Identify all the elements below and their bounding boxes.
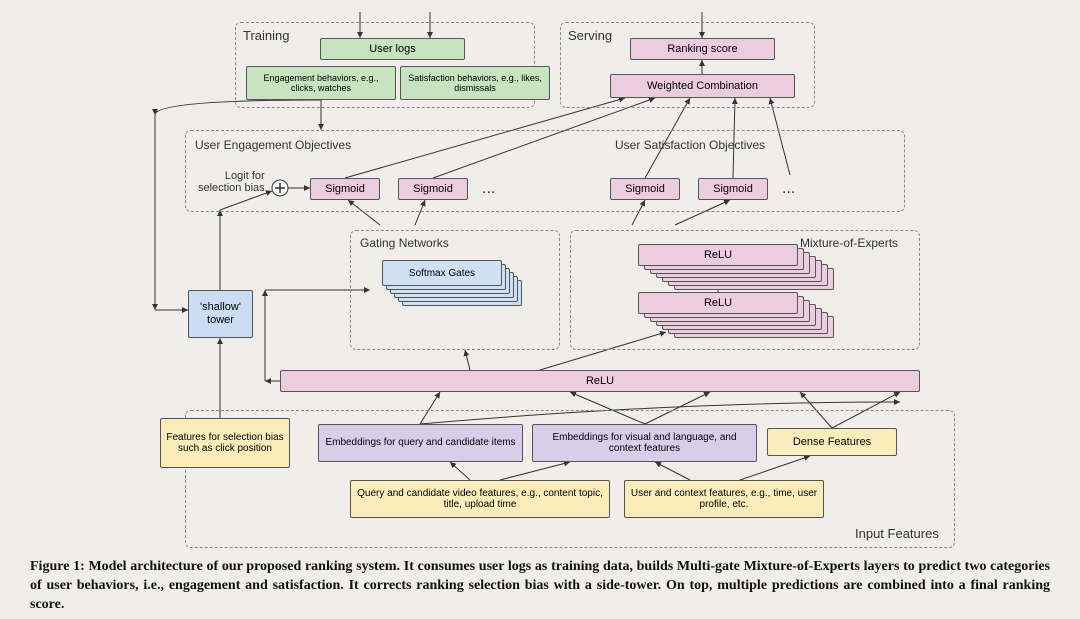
engagement-behaviors-box: Engagement behaviors, e.g., clicks, watc… xyxy=(246,66,396,100)
shared-relu-box: ReLU xyxy=(280,370,920,392)
group-gating-label: Gating Networks xyxy=(360,236,449,250)
label-satisfaction-objectives: User Satisfaction Objectives xyxy=(615,138,765,152)
label-ellipsis-2: ... xyxy=(782,180,795,198)
diagram-canvas: Training Serving User Engagement Objecti… xyxy=(70,10,1010,610)
label-engagement-objectives: User Engagement Objectives xyxy=(195,138,351,152)
label-logit-bias: Logit for selection bias xyxy=(198,170,265,194)
weighted-combination-box: Weighted Combination xyxy=(610,74,795,98)
query-video-features-box: Query and candidate video features, e.g.… xyxy=(350,480,610,518)
label-ellipsis-1: ... xyxy=(482,180,495,198)
softmax-gates-stack: Softmax Gates xyxy=(382,260,522,306)
visual-embeddings-box: Embeddings for visual and language, and … xyxy=(532,424,757,462)
sigmoid-box-2: Sigmoid xyxy=(398,178,468,200)
ranking-score-box: Ranking score xyxy=(630,38,775,60)
sigmoid-box-4: Sigmoid xyxy=(698,178,768,200)
query-embeddings-box: Embeddings for query and candidate items xyxy=(318,424,523,462)
selection-bias-features-box: Features for selection bias such as clic… xyxy=(160,418,290,468)
user-logs-box: User logs xyxy=(320,38,465,60)
user-context-features-box: User and context features, e.g., time, u… xyxy=(624,480,824,518)
sigmoid-box-1: Sigmoid xyxy=(310,178,380,200)
group-serving-label: Serving xyxy=(568,28,612,43)
group-features-label: Input Features xyxy=(855,526,939,541)
moe-relu-stack-top: ReLU xyxy=(638,244,834,290)
moe-relu-stack-bottom: ReLU xyxy=(638,292,834,338)
dense-features-box: Dense Features xyxy=(767,428,897,456)
satisfaction-behaviors-box: Satisfaction behaviors, e.g., likes, dis… xyxy=(400,66,550,100)
group-training-label: Training xyxy=(243,28,289,43)
shallow-tower-box: 'shallow' tower xyxy=(188,290,253,338)
figure-caption: Figure 1: Model architecture of our prop… xyxy=(30,558,1050,615)
sigmoid-box-3: Sigmoid xyxy=(610,178,680,200)
